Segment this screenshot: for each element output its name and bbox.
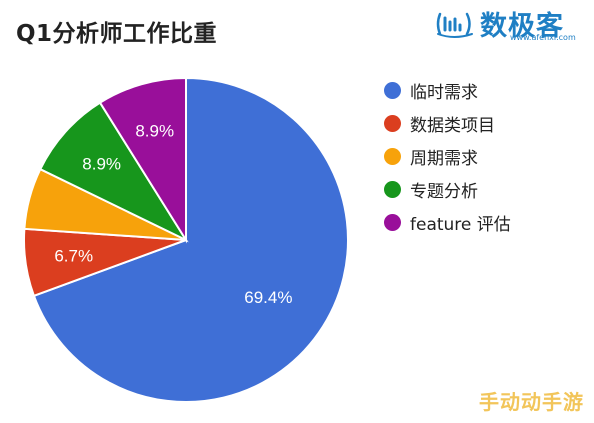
legend-label: 周期需求 — [410, 149, 478, 169]
pie-slice-4 — [38, 101, 189, 243]
legend-swatch-icon — [384, 115, 401, 132]
pie-slices — [23, 76, 349, 403]
legend-item-2: 数据类项目 — [384, 107, 511, 140]
legend-swatch-icon — [384, 148, 401, 165]
legend-swatch-icon — [384, 214, 401, 231]
legend-label: 数据类项目 — [410, 116, 495, 136]
slice-label-5: 8.9% — [135, 122, 174, 141]
logo-url: www.afenxi.com — [510, 33, 576, 42]
chart-legend: 临时需求数据类项目周期需求专题分析 feature 评估 — [384, 74, 511, 239]
legend-swatch-icon — [384, 82, 401, 99]
slice-label-4: 8.9% — [82, 155, 121, 174]
watermark-text: 手动动手游 — [479, 390, 584, 414]
legend-label: 专题分析 — [410, 182, 478, 202]
logo-text: 数极客 — [480, 11, 564, 42]
legend-label: feature 评估 — [410, 215, 511, 235]
chart-title: Q1分析师工作比重 — [16, 21, 218, 47]
legend-item-1: 临时需求 — [384, 74, 511, 107]
legend-swatch-icon — [384, 181, 401, 198]
legend-item-4: 专题分析 — [384, 173, 511, 206]
legend-label: 临时需求 — [410, 83, 478, 103]
slice-label-2: 6.7% — [54, 246, 93, 265]
brand-logo: 数极客 www.afenxi.com — [432, 4, 590, 44]
logo-icon — [436, 12, 473, 38]
slice-label-1: 69.4% — [244, 288, 292, 307]
legend-item-3: 周期需求 — [384, 140, 511, 173]
pie-slice-1 — [32, 76, 349, 403]
pie-slice-5 — [98, 76, 187, 244]
pie-labels: 69.4% 6.7% 8.9% 8.9% — [54, 122, 292, 307]
legend-item-5: feature 评估 — [384, 206, 511, 239]
